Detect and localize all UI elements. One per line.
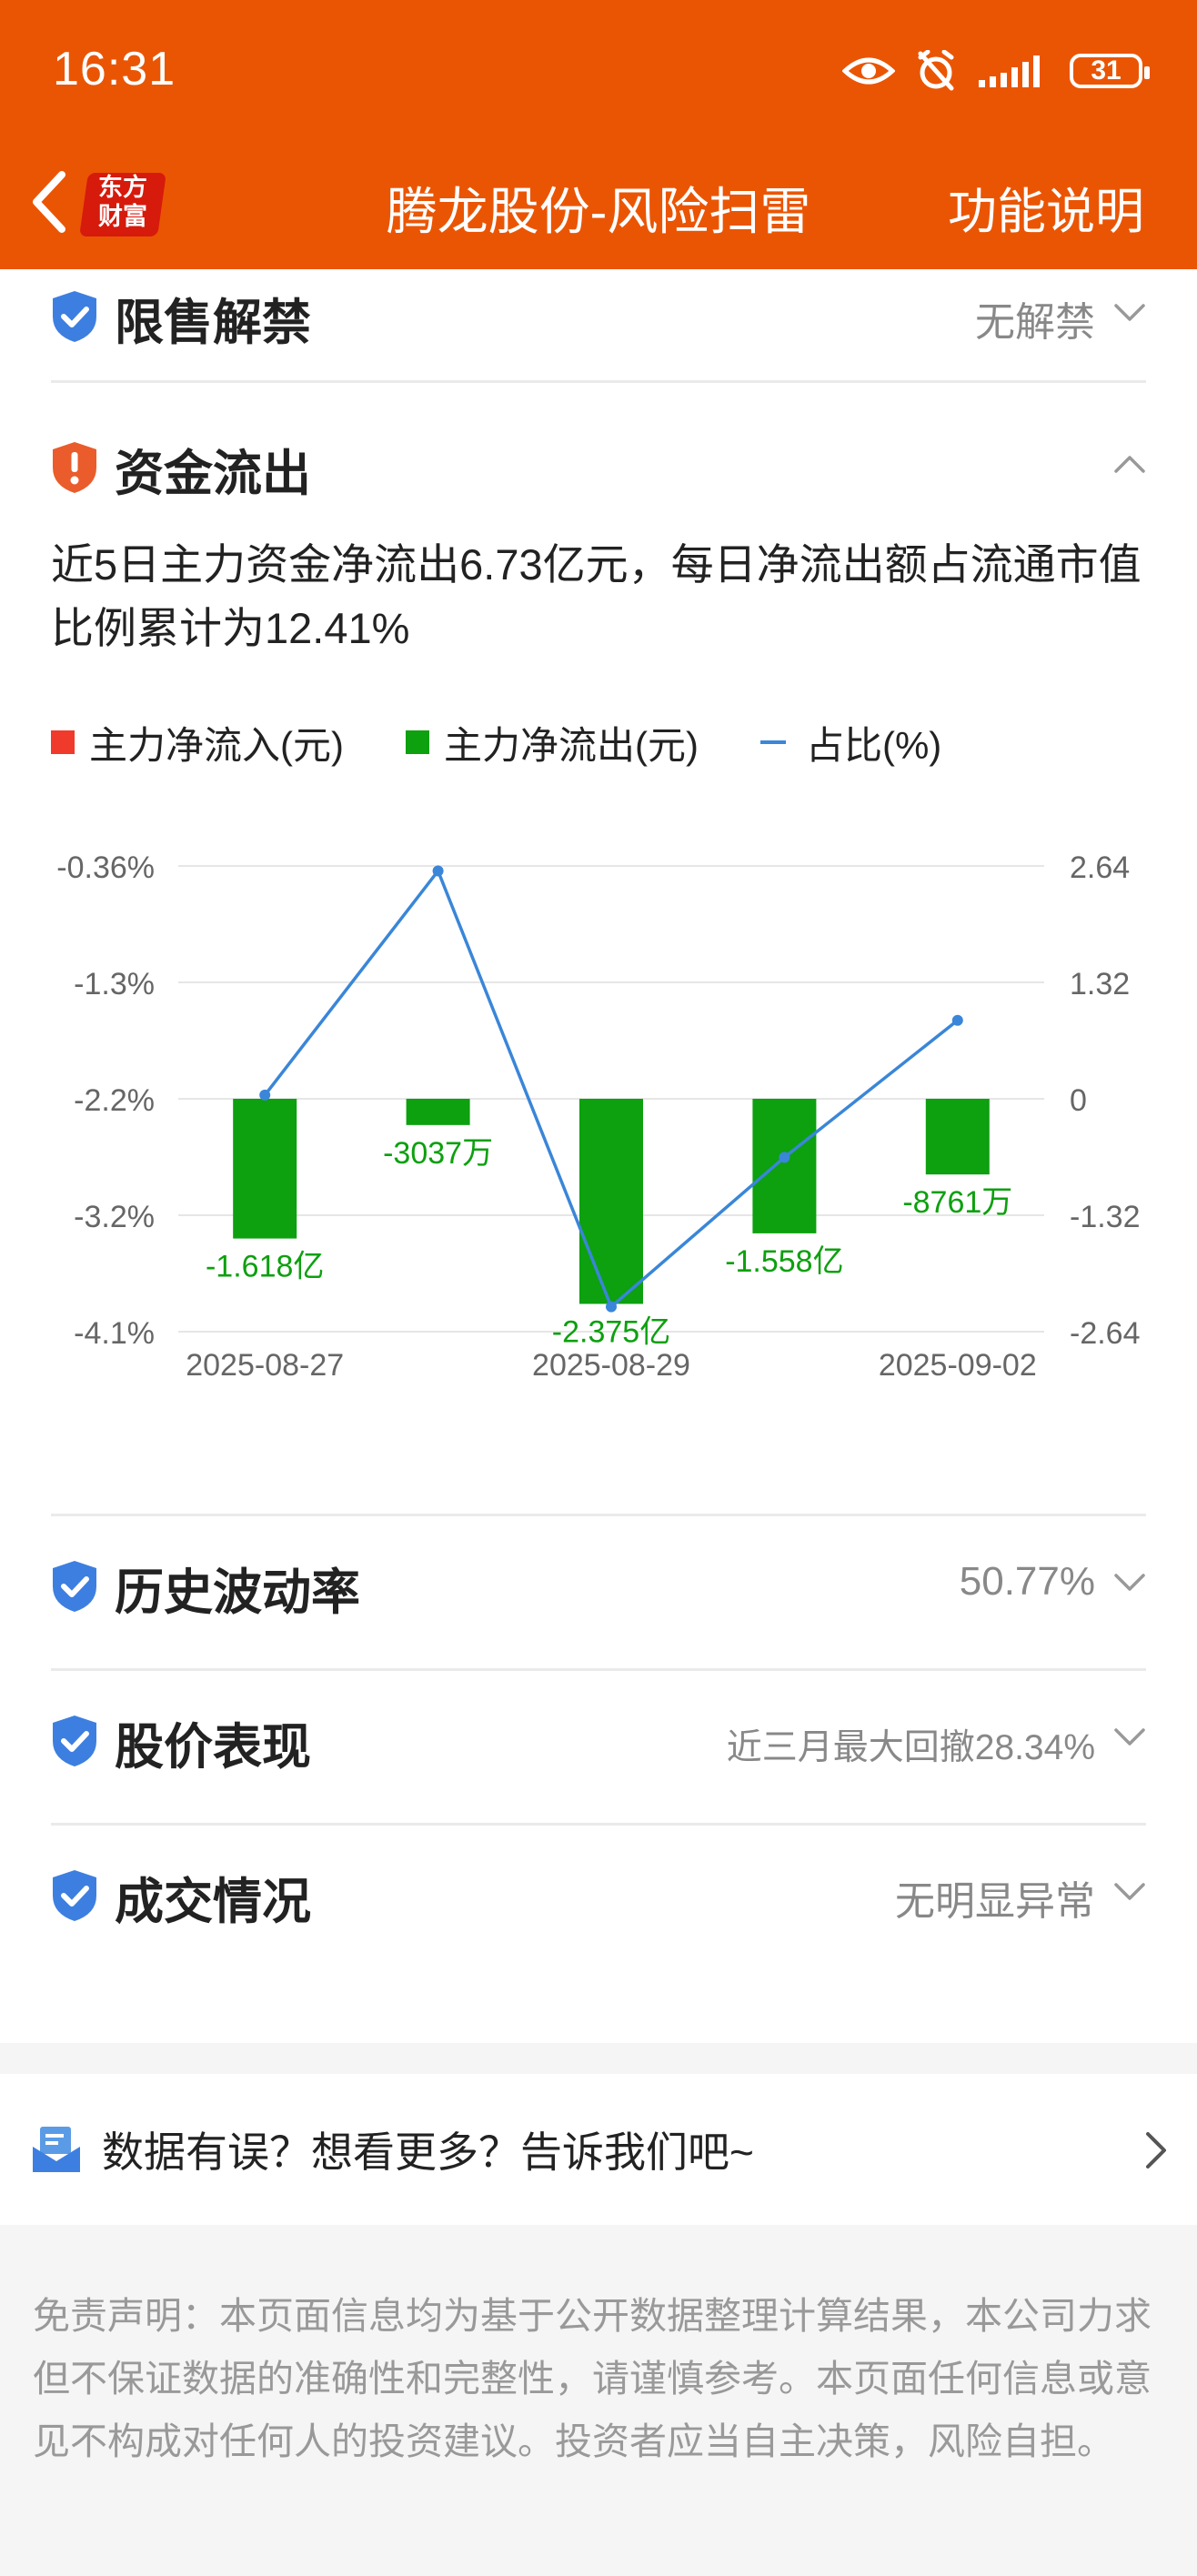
row-title: 成交情况 [115,1875,311,1929]
row-title: 股价表现 [115,1720,311,1775]
x-axis-tick: 2025-08-27 [186,1348,344,1383]
divider [51,380,1146,383]
chevron-down-icon [1114,1728,1145,1746]
row-title: 历史波动率 [115,1565,360,1620]
chevron-down-icon [1114,304,1145,321]
chevron-up-icon [1114,456,1145,473]
capital-flow-chart[interactable]: -0.36% -1.3% -2.2% -3.2% -4.1% 2.64 1.32 0 -1.32… [0,833,1197,1415]
shield-check-icon [53,1870,96,1921]
divider [51,1514,1146,1516]
x-axis-tick: 2025-08-29 [532,1348,690,1383]
status-icons: 31 [842,44,1150,98]
capital-description: 近5日主力资金净流出6.73亿元，每日净流出额占流通市值比例累计为12.41% [51,540,1142,652]
legend-ratio[interactable]: 占比(%) [759,715,941,770]
app-header: 16:31 31 东方 财富 腾龙股份-风险扫雷 功能说明 [0,0,1197,269]
bar-value-label: -2.375亿 [552,1314,670,1349]
row-value: 无明显异常 [895,1879,1095,1924]
row-capital-outflow[interactable]: 资金流出 [51,420,1146,529]
ratio-point [259,1089,271,1101]
risk-scan-card: 限售解禁 无解禁 资金流出 近5日主力资金净流出6.73亿元，每日净流出额占流通… [0,269,1197,2043]
bar-value-label: -1.618亿 [206,1250,324,1284]
right-axis-tick: -2.64 [1070,1316,1141,1351]
alarm-off-icon [918,50,954,91]
shield-check-icon [53,1716,96,1766]
divider [51,1668,1146,1671]
right-axis-tick: 0 [1070,1083,1087,1118]
chevron-right-icon [1146,2132,1166,2168]
chevron-down-icon [1114,1883,1145,1900]
bar-value-label: -3037万 [383,1136,493,1171]
eye-icon [842,57,895,85]
chart-legend: 主力净流入(元) 主力净流出(元) 占比(%) [51,715,1003,770]
battery-level: 31 [1091,55,1122,86]
row-value: 无解禁 [975,300,1095,345]
legend-outflow[interactable]: 主力净流出(元) [405,715,699,770]
divider [51,1823,1146,1826]
nav-bar: 东方 财富 腾龙股份-风险扫雷 功能说明 [0,153,1197,253]
ratio-point [432,865,444,877]
back-arrow-icon[interactable] [24,166,78,238]
feedback-bar[interactable]: 数据有误？想看更多？告诉我们吧~ [0,2074,1197,2225]
right-axis-tick: -1.32 [1070,1200,1141,1234]
battery-indicator: 31 [1070,54,1150,88]
row-title: 限售解禁 [115,296,311,350]
left-axis-tick: -4.1% [74,1316,155,1351]
right-axis-tick: 1.32 [1070,967,1130,1001]
legend-inflow[interactable]: 主力净流入(元) [51,715,344,770]
page-title: 腾龙股份-风险扫雷 [386,183,811,240]
feedback-mail-icon [33,2127,80,2172]
ratio-point [606,1301,617,1313]
left-axis-tick: -0.36% [56,850,155,885]
outflow-bar [579,1099,643,1304]
warning-shield-icon [53,442,96,493]
ratio-point [779,1152,790,1163]
right-axis-tick: 2.64 [1070,850,1130,885]
ratio-point [951,1014,963,1026]
disclaimer: 免责声明：本页面信息均为基于公开数据整理计算结果，本公司力求但不保证数据的准确性… [33,2295,1152,2462]
row-value: 近三月最大回撤28.34% [726,1728,1095,1767]
row-value: 50.77% [959,1559,1095,1604]
chevron-down-icon [1114,1574,1145,1591]
feature-help-button[interactable]: 功能说明 [948,185,1144,239]
shield-check-icon [53,291,96,342]
app-logo: 东方 财富 [79,173,166,236]
status-time: 16:31 [53,43,176,96]
left-axis-tick: -3.2% [74,1200,155,1234]
outflow-bar [406,1099,470,1125]
left-axis-tick: -2.2% [74,1083,155,1118]
x-axis-tick: 2025-09-02 [879,1348,1037,1383]
row-lockup[interactable]: 限售解禁 无解禁 [51,269,1146,378]
feedback-text: 数据有误？想看更多？告诉我们吧~ [102,2128,754,2176]
bar-value-label: -8761万 [902,1185,1012,1220]
outflow-bar [233,1099,297,1239]
shield-check-icon [53,1561,96,1612]
row-volume[interactable]: 成交情况 无明显异常 [51,1848,1146,1957]
row-price[interactable]: 股价表现 近三月最大回撤28.34% [51,1694,1146,1803]
left-axis-tick: -1.3% [74,967,155,1001]
row-title: 资金流出 [115,447,311,501]
row-volatility[interactable]: 历史波动率 50.77% [51,1539,1146,1648]
signal-icon [979,55,1040,87]
outflow-bar [925,1099,990,1175]
bar-value-label: -1.558亿 [725,1244,843,1279]
outflow-bar [752,1099,817,1233]
